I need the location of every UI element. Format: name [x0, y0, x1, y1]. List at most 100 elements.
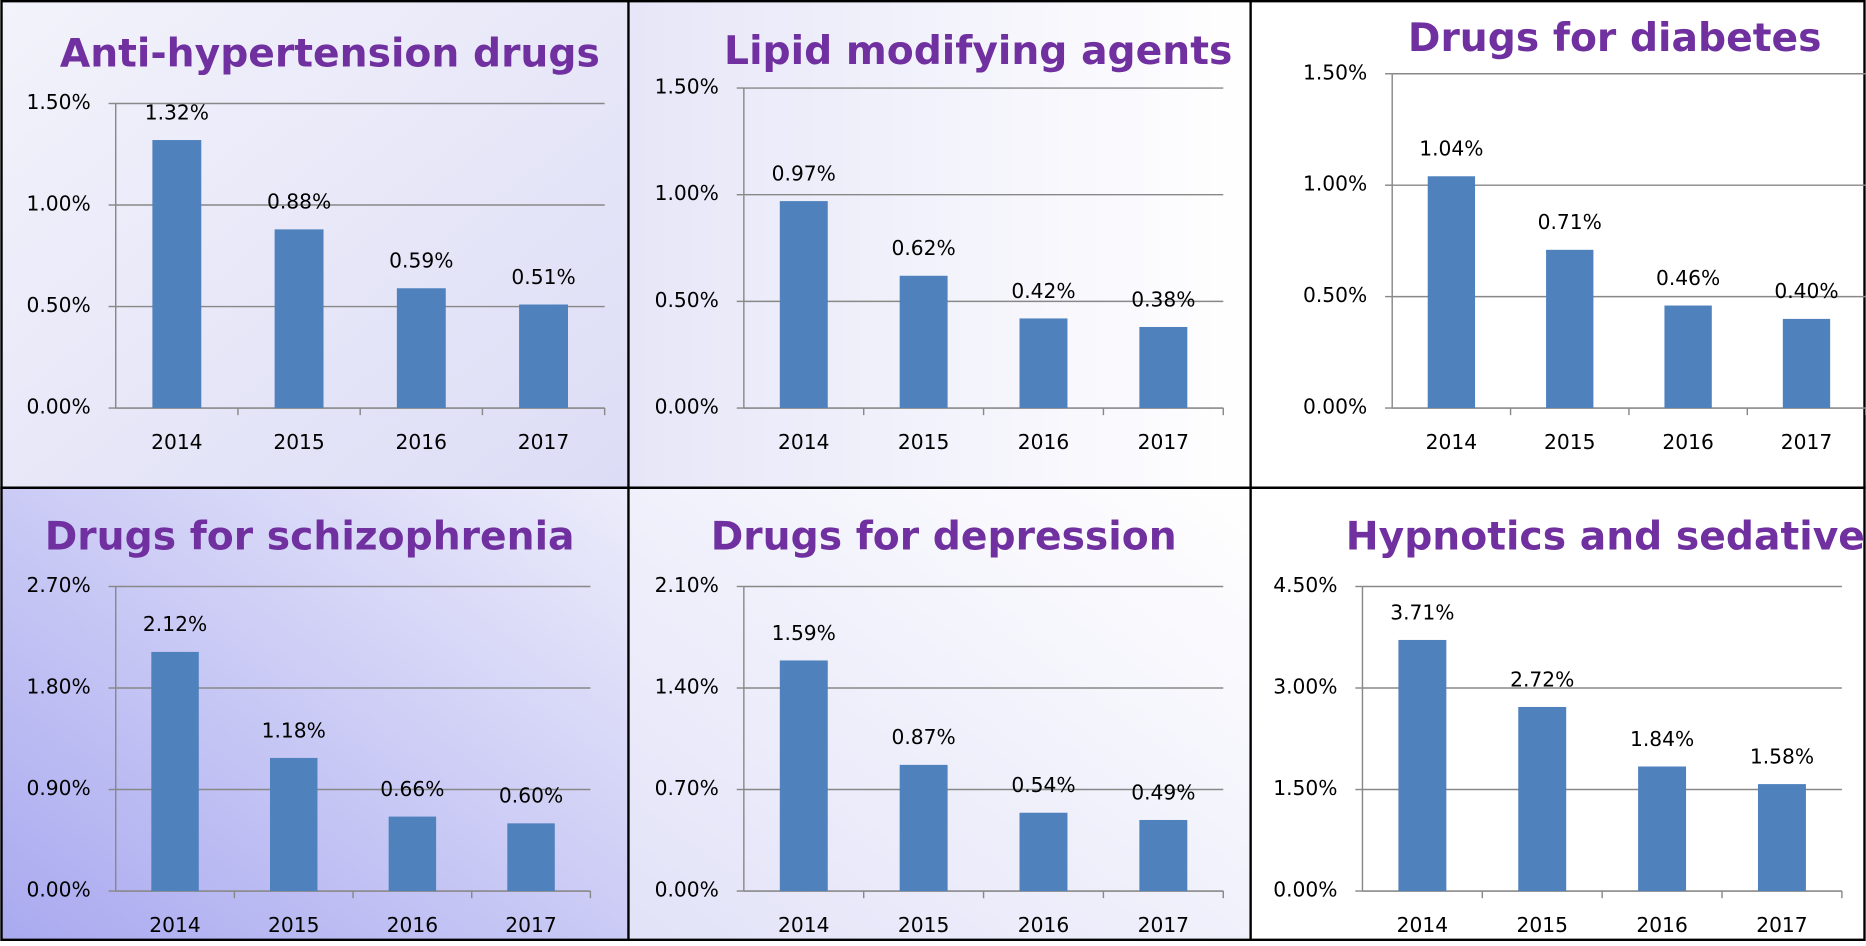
- y-tick-label: 0.50%: [1303, 283, 1367, 307]
- y-tick-label: 1.50%: [1303, 60, 1367, 84]
- bar: [152, 140, 202, 409]
- data-label: 0.38%: [1131, 287, 1195, 311]
- bar: [1546, 249, 1594, 409]
- data-label: 1.18%: [262, 718, 326, 742]
- y-tick-label: 1.00%: [1303, 172, 1367, 196]
- x-tick-label: 2017: [518, 430, 569, 454]
- data-label: 0.49%: [1131, 780, 1195, 804]
- data-label: 1.32%: [145, 100, 209, 124]
- bar: [396, 288, 446, 409]
- bar: [899, 764, 948, 892]
- x-tick-label: 2017: [1756, 913, 1807, 937]
- data-label: 0.51%: [511, 265, 575, 289]
- x-tick-label: 2017: [1138, 430, 1189, 454]
- chart-title: Anti-hypertension drugs: [60, 31, 600, 76]
- data-label: 0.40%: [1774, 279, 1838, 303]
- x-tick-label: 2015: [268, 913, 319, 937]
- x-tick-label: 2014: [149, 913, 200, 937]
- y-tick-label: 4.50%: [1273, 573, 1337, 597]
- x-tick-label: 2016: [1018, 430, 1069, 454]
- y-tick-label: 0.00%: [1303, 395, 1367, 419]
- x-tick-label: 2015: [1544, 430, 1595, 454]
- y-tick-label: 0.00%: [27, 878, 91, 902]
- bar: [1427, 176, 1476, 409]
- data-label: 1.84%: [1630, 727, 1694, 751]
- y-tick-label: 2.10%: [655, 573, 719, 597]
- y-tick-label: 0.90%: [27, 776, 91, 800]
- bar: [1019, 812, 1068, 892]
- x-tick-label: 2014: [778, 913, 829, 937]
- y-tick-label: 0.00%: [655, 878, 719, 902]
- y-tick-label: 1.40%: [655, 675, 719, 699]
- y-tick-label: 0.50%: [27, 293, 91, 317]
- chart-title: Lipid modifying agents: [724, 29, 1232, 74]
- x-tick-label: 2015: [273, 430, 324, 454]
- data-label: 0.88%: [267, 190, 331, 214]
- chart-title: Drugs for depression: [711, 514, 1177, 559]
- x-tick-label: 2017: [1138, 913, 1189, 937]
- bar: [269, 757, 318, 892]
- data-label: 0.62%: [892, 236, 956, 260]
- bar: [1139, 326, 1188, 409]
- data-label: 2.72%: [1510, 667, 1574, 691]
- data-label: 0.60%: [499, 784, 563, 808]
- chart-title: Hypnotics and sedatives: [1346, 514, 1866, 559]
- y-tick-label: 1.00%: [655, 181, 719, 205]
- chart-title: Drugs for schizophrenia: [45, 514, 575, 559]
- data-label: 0.66%: [380, 777, 444, 801]
- bar: [899, 275, 948, 409]
- bar: [151, 651, 199, 892]
- chart-title: Drugs for diabetes: [1408, 16, 1822, 61]
- bar: [1757, 784, 1806, 892]
- bar: [1782, 318, 1831, 409]
- y-tick-label: 3.00%: [1273, 675, 1337, 699]
- data-label: 0.54%: [1011, 773, 1075, 797]
- x-tick-label: 2017: [1781, 430, 1832, 454]
- bar: [388, 816, 437, 892]
- bar: [1019, 318, 1068, 409]
- x-tick-label: 2016: [1662, 430, 1713, 454]
- bar: [1638, 766, 1687, 892]
- y-tick-label: 1.50%: [655, 75, 719, 99]
- x-tick-label: 2016: [1636, 913, 1687, 937]
- bar: [779, 201, 828, 409]
- x-tick-label: 2014: [778, 430, 829, 454]
- y-tick-label: 0.70%: [655, 776, 719, 800]
- data-label: 0.46%: [1656, 266, 1720, 290]
- y-tick-label: 1.00%: [27, 192, 91, 216]
- data-label: 0.87%: [892, 725, 956, 749]
- y-tick-label: 2.70%: [27, 573, 91, 597]
- y-tick-label: 0.00%: [27, 395, 91, 419]
- bar: [274, 229, 324, 409]
- x-tick-label: 2016: [1018, 913, 1069, 937]
- x-tick-label: 2014: [1397, 913, 1448, 937]
- x-tick-label: 2014: [151, 430, 202, 454]
- bar: [779, 660, 828, 892]
- bar: [1664, 305, 1712, 409]
- data-label: 0.59%: [389, 249, 453, 273]
- y-tick-label: 0.00%: [1273, 878, 1337, 902]
- y-tick-label: 0.00%: [655, 395, 719, 419]
- x-tick-label: 2016: [387, 913, 438, 937]
- x-tick-label: 2015: [898, 913, 949, 937]
- data-label: 1.58%: [1750, 744, 1814, 768]
- data-label: 0.71%: [1538, 210, 1602, 234]
- bar: [507, 823, 555, 892]
- bar: [1398, 639, 1447, 892]
- data-label: 0.97%: [772, 161, 836, 185]
- x-tick-label: 2017: [505, 913, 556, 937]
- x-tick-label: 2015: [1517, 913, 1568, 937]
- x-tick-label: 2015: [898, 430, 949, 454]
- data-label: 1.59%: [772, 621, 836, 645]
- x-tick-label: 2014: [1426, 430, 1477, 454]
- y-tick-label: 1.50%: [27, 90, 91, 114]
- y-tick-label: 1.80%: [27, 675, 91, 699]
- data-label: 3.71%: [1390, 600, 1454, 624]
- bar: [519, 304, 568, 409]
- data-label: 1.04%: [1419, 137, 1483, 161]
- bar: [1139, 819, 1188, 892]
- data-label: 2.12%: [143, 612, 207, 636]
- bar: [1518, 706, 1567, 892]
